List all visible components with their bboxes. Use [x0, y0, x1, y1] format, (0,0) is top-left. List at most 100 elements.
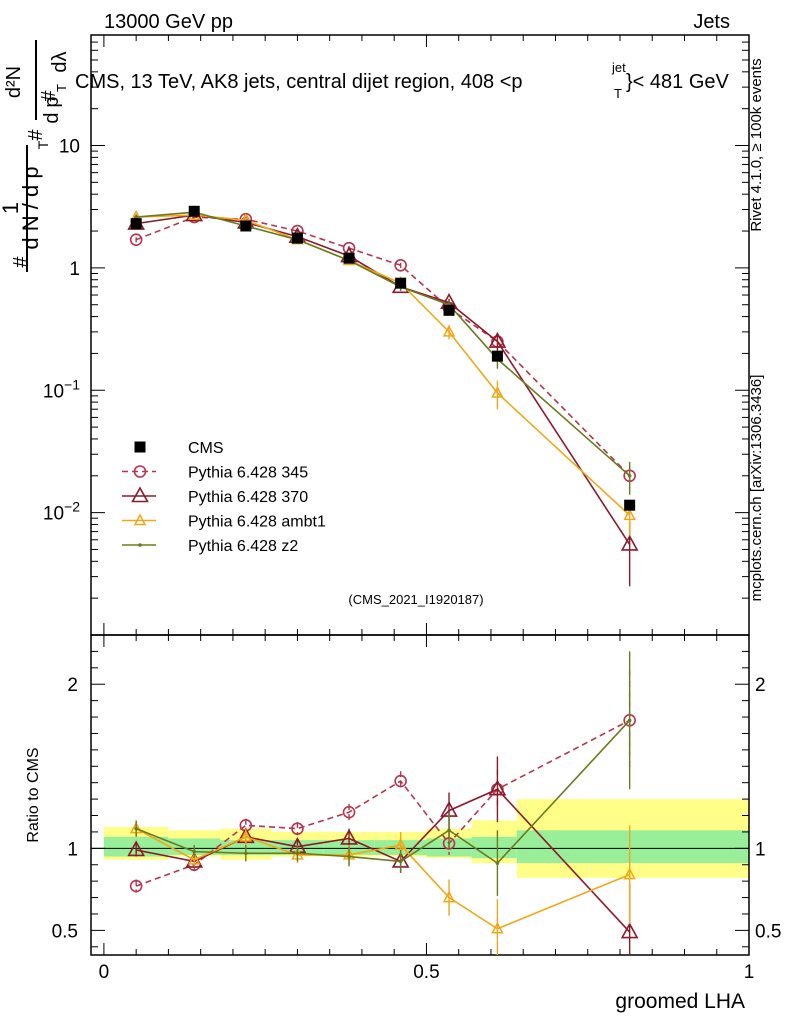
data-point	[495, 861, 500, 865]
mcplots-label: mcplots.cern.ch [arXiv:1306.3436]	[748, 375, 765, 602]
data-point	[620, 922, 639, 939]
legend-item: CMS	[134, 440, 224, 457]
chart-title: CMS, 13 TeV, AK8 jets, central dijet reg…	[75, 71, 523, 93]
legend-label: Pythia 6.428 z2	[188, 538, 298, 555]
data-point	[620, 534, 639, 551]
data-point	[133, 465, 147, 478]
legend-item: Pythia 6.428 370	[122, 486, 308, 506]
x-tick-label: 0.5	[413, 962, 439, 983]
main-y-axis-label-part: T	[54, 84, 69, 92]
main-y-tick-label: 10−1	[43, 376, 80, 402]
data-point	[240, 220, 252, 232]
legend-item: Pythia 6.428 345	[122, 465, 308, 482]
ratio-y-tick-label-right: 1	[755, 839, 766, 860]
data-point	[130, 218, 142, 230]
data-point	[488, 331, 507, 348]
main-y-axis-label-part: d N / d p	[18, 166, 43, 249]
series-line	[136, 211, 631, 477]
data-point	[131, 486, 149, 503]
data-point	[134, 826, 138, 831]
data-point	[491, 385, 504, 398]
data-point	[443, 304, 455, 316]
x-tick-label: 1	[744, 962, 755, 983]
data-point	[491, 921, 504, 934]
series-main-2	[129, 207, 636, 536]
ratio-y-axis-label: Ratio to CMS	[25, 747, 42, 842]
data-point	[342, 805, 356, 819]
data-point	[394, 258, 407, 272]
data-point	[394, 837, 407, 850]
ratio-band-stat	[471, 836, 517, 859]
rivet-version-label: Rivet 4.1.0, ≥ 100k events	[748, 58, 765, 231]
legend-label: Pythia 6.428 345	[188, 465, 308, 482]
main-y-tick-label: 10	[59, 137, 80, 158]
data-point	[627, 473, 632, 478]
energy-label: 13000 GeV pp	[104, 11, 233, 33]
main-y-axis-label-part: dλ	[49, 51, 71, 72]
data-point	[398, 859, 403, 864]
series-line	[135, 216, 631, 477]
data-point	[491, 350, 503, 362]
data-point	[442, 324, 456, 337]
data-point	[187, 852, 201, 865]
data-point	[488, 779, 507, 796]
ratio-y-tick-label-right: 2	[755, 675, 766, 696]
data-point	[188, 205, 200, 217]
data-point	[442, 890, 456, 903]
data-point	[447, 828, 451, 833]
data-point	[347, 854, 351, 859]
x-tick-label: 0	[99, 962, 110, 983]
main-y-tick-label: 1	[69, 259, 80, 280]
jets-label: Jets	[693, 11, 730, 33]
data-point	[295, 851, 300, 856]
main-y-axis-label-part: #	[10, 256, 32, 268]
data-point	[133, 513, 147, 526]
main-y-axis-label-part: 1	[0, 202, 23, 214]
main-y-axis-label-part: #	[25, 129, 47, 141]
data-point	[244, 851, 248, 856]
data-point	[291, 232, 303, 244]
data-point	[134, 441, 146, 453]
data-point	[623, 508, 636, 521]
data-point	[395, 277, 407, 289]
data-point	[127, 840, 146, 857]
data-point	[624, 499, 636, 511]
main-y-axis-label-part: p	[41, 96, 63, 107]
data-point	[129, 879, 143, 893]
ratio-frame	[90, 634, 750, 956]
data-point	[627, 718, 632, 723]
ratio-y-tick-label: 1	[67, 839, 78, 860]
data-point	[340, 828, 358, 845]
data-point	[394, 774, 407, 788]
title-superscript: jet	[611, 60, 626, 75]
ratio-band-stat	[516, 830, 749, 864]
x-axis-label: groomed LHA	[615, 990, 745, 1013]
title-subscript: T	[614, 86, 622, 101]
ratio-y-tick-label: 0.5	[52, 921, 78, 942]
title-suffix: }< 481 GeV	[626, 71, 730, 93]
data-point	[192, 849, 197, 854]
data-point	[138, 543, 142, 547]
legend-label: Pythia 6.428 ambt1	[188, 514, 326, 531]
legend-label: CMS	[188, 440, 224, 457]
ratio-y-tick-label-right: 0.5	[755, 921, 781, 942]
main-y-axis-label-part: T	[35, 140, 51, 149]
legend-label: Pythia 6.428 370	[188, 489, 308, 506]
data-point	[134, 215, 138, 219]
data-point	[343, 252, 355, 264]
data-point	[239, 829, 253, 842]
series-ratio-3	[134, 651, 632, 896]
analysis-id-label: (CMS_2021_I1920187)	[348, 592, 483, 607]
data-point	[129, 233, 143, 246]
legend-item: Pythia 6.428 z2	[122, 538, 298, 555]
data-point	[291, 822, 304, 835]
cms-data	[130, 205, 636, 511]
data-point	[623, 867, 636, 880]
legend-item: Pythia 6.428 ambt1	[122, 513, 326, 531]
ratio-y-tick-label: 2	[67, 675, 78, 696]
main-y-axis-label-part: d	[41, 112, 63, 123]
main-y-tick-label: 10−2	[43, 499, 80, 525]
